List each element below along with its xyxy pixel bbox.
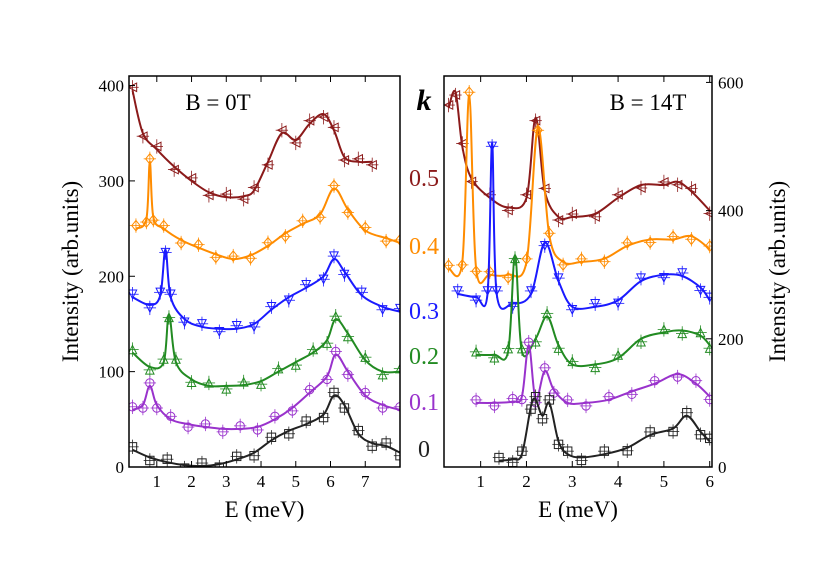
plot-frame: [443, 75, 713, 468]
fit-curve: [447, 94, 711, 285]
x-tick-label: 4: [614, 472, 623, 491]
x-tick-label: 3: [222, 472, 231, 491]
fit-curve: [132, 353, 400, 431]
y-tick-label: 200: [99, 267, 125, 286]
y-tick-label: 0: [116, 458, 125, 477]
y-tick-label: 100: [99, 363, 125, 382]
series-0-1: [129, 344, 400, 440]
fit-curve: [498, 397, 711, 462]
k-value: 0.3: [409, 299, 439, 325]
x-axis-label: E (meV): [225, 497, 305, 522]
x-tick-label: 2: [187, 472, 196, 491]
series-0: [492, 389, 712, 467]
fit-curve: [476, 344, 711, 405]
x-tick-label: 6: [705, 472, 714, 491]
y-tick-label: 400: [718, 202, 744, 221]
k-value: 0.2: [409, 344, 439, 370]
y-tick-label: 400: [99, 77, 125, 96]
k-value: 0: [418, 437, 430, 463]
fit-curve: [132, 394, 400, 467]
panel-title: B = 14T: [610, 90, 687, 115]
y-tick-label: 300: [99, 172, 125, 191]
x-tick-label: 3: [568, 472, 577, 491]
x-tick-label: 4: [257, 472, 266, 491]
y-tick-label: 600: [718, 73, 744, 92]
data-point: [395, 233, 400, 246]
series-0-3: [129, 245, 400, 339]
k-label: k: [417, 84, 432, 117]
series-0-4: [129, 151, 400, 266]
y-tick-label: 0: [718, 458, 727, 477]
fit-curve: [476, 254, 711, 368]
x-tick-label: 1: [153, 472, 162, 491]
fit-curve: [447, 89, 711, 221]
series-0-4: [444, 85, 712, 285]
k-value: 0.5: [409, 166, 439, 192]
panel-right: 1 2 3 4 5 60 200 400 600 B = 14T E (meV) Intensity …: [443, 73, 790, 522]
x-tick-label: 7: [361, 472, 370, 491]
k-value: 0.1: [409, 390, 439, 416]
x-tick-label: 6: [326, 472, 335, 491]
k-value: 0.4: [409, 234, 439, 260]
y-axis-label: Intensity (arb.units): [765, 181, 790, 362]
panel-title: B = 0T: [185, 90, 250, 115]
series-0-5: [129, 80, 379, 207]
k-legend-column: k 0.5 0.4 0.3 0.2 0.1 0: [409, 84, 439, 463]
series-0-2: [469, 251, 712, 375]
x-tick-label: 5: [292, 472, 301, 491]
x-axis-label: E (meV): [538, 497, 618, 522]
y-tick-label: 200: [718, 330, 744, 349]
series-0-2: [129, 308, 400, 397]
fit-curve: [457, 142, 711, 310]
x-tick-label: 2: [522, 472, 531, 491]
x-tick-label: 1: [476, 472, 485, 491]
fit-curve: [131, 90, 373, 199]
series-0-3: [451, 139, 712, 317]
panel-left: 1 2 3 4 5 6 7 0 100 200 300 400 B = 0T E (meV) Intensi…: [58, 75, 401, 522]
series-0: [129, 385, 400, 467]
x-tick-label: 5: [660, 472, 669, 491]
plot-frame: [128, 75, 401, 468]
fit-curve: [132, 248, 400, 331]
fit-curve: [131, 313, 400, 388]
fit-curve: [135, 160, 400, 261]
y-axis-label: Intensity (arb.units): [58, 181, 83, 362]
